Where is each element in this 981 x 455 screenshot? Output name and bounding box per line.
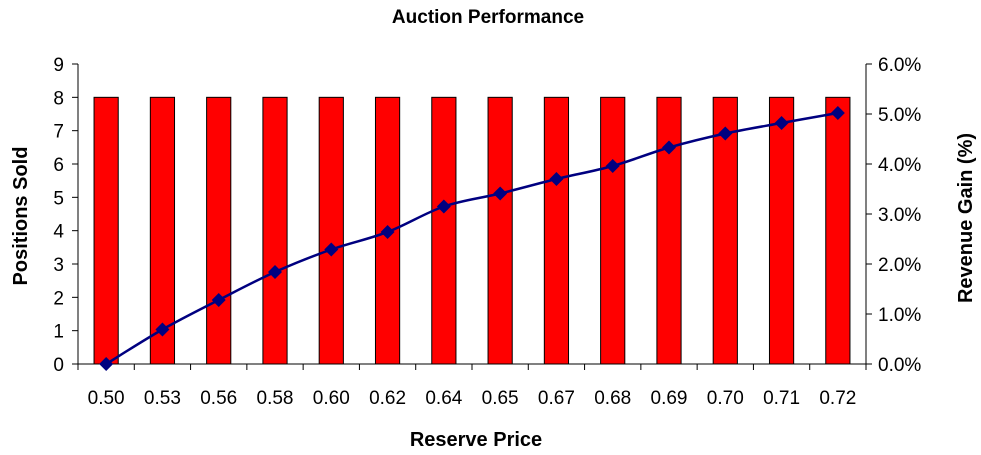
data-point-marker — [605, 159, 620, 173]
right-tick-label: 3.0% — [878, 205, 921, 226]
left-tick-label: 8 — [53, 88, 64, 109]
data-point-marker — [830, 106, 845, 120]
left-tick-label: 0 — [53, 355, 64, 376]
data-point-marker — [211, 293, 226, 307]
data-point-marker — [718, 126, 733, 141]
x-tick-label: 0.70 — [707, 388, 744, 409]
bar — [431, 96, 457, 365]
left-tick-label: 5 — [53, 188, 64, 209]
bar — [768, 96, 795, 365]
bar — [600, 96, 626, 365]
data-point-marker — [549, 172, 564, 186]
left-tick-label: 9 — [53, 55, 64, 76]
left-tick-label: 7 — [53, 122, 64, 143]
data-point-marker — [662, 140, 676, 155]
x-tick-label: 0.58 — [257, 388, 294, 409]
x-tick-label: 0.62 — [369, 388, 406, 409]
right-tick-label: 5.0% — [878, 105, 921, 126]
bar — [262, 96, 288, 365]
data-point-marker — [380, 225, 395, 239]
x-tick-label: 0.53 — [144, 388, 181, 409]
x-tick-label: 0.64 — [425, 388, 462, 409]
x-tick-label: 0.50 — [88, 388, 125, 409]
data-point-marker — [493, 186, 508, 201]
x-tick-label: 0.56 — [200, 388, 237, 409]
x-tick-label: 0.67 — [538, 388, 575, 409]
x-tick-label: 0.69 — [651, 388, 688, 409]
chart-title: Auction Performance — [392, 7, 584, 28]
left-tick-label: 4 — [53, 222, 64, 243]
left-tick-label: 1 — [53, 322, 64, 343]
right-tick-label: 1.0% — [878, 305, 921, 326]
plot-area: 0 1 2 3 4 5 6 7 8 9 0.0% 1.0% 2.0% 3.0% 4.0% 5.0% 6.0% 0.… — [53, 55, 921, 409]
bar — [93, 96, 119, 365]
bar — [825, 96, 851, 365]
right-tick-label: 2.0% — [878, 255, 921, 276]
data-point-marker — [774, 116, 789, 130]
right-axis-title: Revenue Gain (%) — [955, 133, 977, 303]
right-tick-label: 0.0% — [878, 355, 921, 376]
bar — [487, 96, 513, 365]
bar — [543, 96, 570, 365]
bar — [318, 96, 344, 365]
left-axis-title: Positions Sold — [10, 147, 32, 286]
right-tick-label: 4.0% — [878, 155, 921, 176]
data-point-marker — [436, 199, 451, 214]
data-point-marker — [268, 265, 282, 279]
data-point-marker — [99, 357, 114, 371]
x-tick-label: 0.72 — [819, 388, 856, 409]
bar — [149, 96, 176, 365]
x-tick-label: 0.68 — [594, 388, 631, 409]
x-axis-title: Reserve Price — [410, 429, 542, 451]
left-tick-label: 3 — [53, 255, 64, 276]
data-point-marker — [155, 322, 170, 337]
bar — [656, 96, 682, 365]
x-tick-label: 0.60 — [313, 388, 350, 409]
right-tick-label: 6.0% — [878, 55, 921, 76]
left-tick-label: 2 — [53, 288, 64, 309]
x-tick-label: 0.65 — [482, 388, 519, 409]
data-point-marker — [324, 242, 339, 257]
left-tick-label: 6 — [53, 155, 64, 176]
bar — [206, 96, 232, 365]
x-tick-label: 0.71 — [763, 388, 800, 409]
